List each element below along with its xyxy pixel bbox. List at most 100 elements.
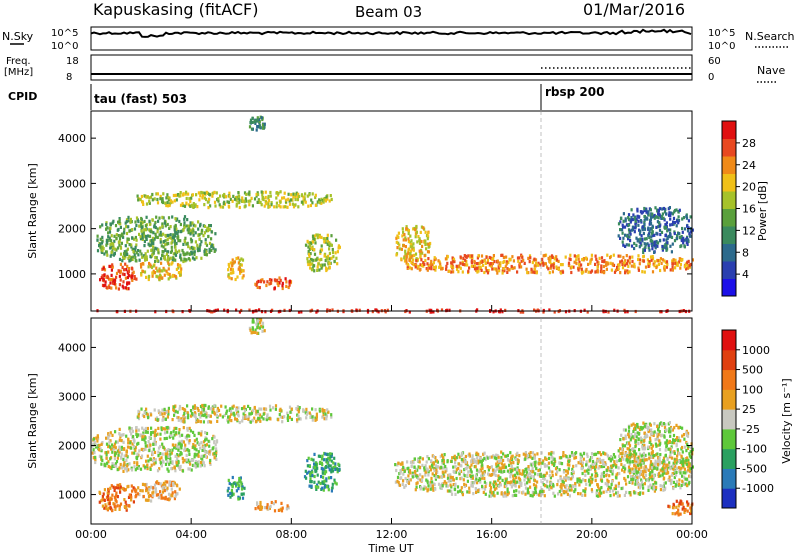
power-cell bbox=[147, 242, 150, 246]
power-cell bbox=[526, 271, 529, 275]
power-cell bbox=[672, 258, 675, 262]
velocity-cell bbox=[285, 507, 288, 511]
velocity-cell bbox=[254, 328, 257, 332]
velocity-cell bbox=[542, 483, 545, 487]
velocity-cell bbox=[460, 464, 463, 468]
velocity-cell bbox=[254, 420, 258, 424]
power-cell bbox=[659, 268, 662, 273]
power-cell bbox=[472, 264, 475, 268]
velocity-cell bbox=[621, 486, 624, 490]
velocity-cell bbox=[96, 435, 99, 439]
velocity-cell bbox=[109, 496, 112, 500]
power-cell bbox=[475, 262, 478, 266]
velocity-cell bbox=[663, 487, 666, 492]
power-cell bbox=[324, 259, 327, 263]
power-cell bbox=[665, 265, 668, 269]
velocity-cell bbox=[101, 504, 104, 508]
power-cell bbox=[637, 268, 640, 272]
power-cell bbox=[202, 234, 205, 238]
power-cell bbox=[410, 267, 413, 271]
power-cell bbox=[261, 123, 265, 127]
power-cell bbox=[99, 242, 102, 246]
power-cell bbox=[433, 266, 436, 270]
velocity-cell bbox=[484, 457, 487, 462]
power-cell bbox=[258, 199, 261, 203]
power-cell bbox=[575, 261, 578, 266]
velocity-cell bbox=[541, 461, 544, 465]
power-cell bbox=[175, 267, 178, 271]
velocity-cell bbox=[444, 470, 447, 474]
velocity-cell bbox=[162, 460, 165, 464]
power-cell bbox=[182, 203, 185, 208]
velocity-cell bbox=[131, 451, 134, 455]
power-cell bbox=[414, 252, 418, 256]
velocity-cell bbox=[507, 491, 510, 495]
power-cell bbox=[686, 266, 690, 270]
power-cell bbox=[140, 216, 143, 221]
power-cell bbox=[116, 310, 119, 314]
velocity-cell bbox=[437, 482, 441, 486]
power-cell bbox=[194, 224, 197, 228]
power-cell bbox=[419, 254, 422, 258]
velocity-cell bbox=[108, 499, 111, 503]
velocity-cell bbox=[556, 470, 559, 474]
power-cell bbox=[553, 257, 556, 261]
velocity-cell bbox=[533, 464, 537, 468]
velocity-cell bbox=[396, 475, 400, 479]
velocity-cell bbox=[652, 483, 655, 487]
power-cell bbox=[320, 244, 323, 248]
power-cell bbox=[172, 193, 175, 198]
power-cell bbox=[141, 255, 144, 259]
power-cell bbox=[125, 225, 128, 229]
power-cell bbox=[605, 267, 608, 271]
velocity-cell bbox=[484, 484, 487, 489]
velocity-cell bbox=[113, 457, 116, 461]
velocity-cell bbox=[145, 486, 148, 490]
beam-title: Beam 03 bbox=[355, 3, 422, 21]
power-cell bbox=[624, 219, 627, 223]
velocity-cell bbox=[229, 410, 233, 414]
power-cell bbox=[182, 242, 185, 246]
velocity-cell bbox=[263, 329, 266, 333]
power-cell bbox=[430, 259, 433, 263]
power-cell bbox=[161, 215, 164, 219]
power-cell bbox=[141, 262, 144, 266]
power-cell bbox=[153, 271, 156, 275]
power-cell bbox=[167, 256, 170, 260]
velocity-cell bbox=[108, 440, 111, 444]
velocity-cell bbox=[423, 485, 426, 489]
velocity-cell bbox=[611, 469, 614, 473]
power-cell bbox=[660, 261, 663, 265]
power-cell bbox=[628, 235, 631, 239]
velocity-cell bbox=[496, 460, 499, 464]
velocity-cell bbox=[494, 482, 498, 486]
velocity-cell bbox=[439, 454, 442, 459]
velocity-cell bbox=[591, 465, 594, 470]
velocity-cell bbox=[527, 478, 530, 482]
velocity-cell bbox=[399, 469, 402, 473]
power-cell bbox=[508, 268, 511, 272]
velocity-cell bbox=[316, 466, 319, 470]
power-cell bbox=[174, 258, 177, 262]
power-cell bbox=[627, 217, 631, 221]
power-cell bbox=[481, 259, 484, 263]
velocity-cell bbox=[649, 483, 652, 487]
velocity-cell bbox=[296, 405, 299, 409]
power-cell bbox=[118, 240, 121, 244]
power-cell bbox=[184, 192, 187, 196]
power-cell bbox=[151, 236, 154, 240]
velocity-cell bbox=[484, 492, 487, 496]
velocity-cell bbox=[155, 493, 158, 497]
power-cell bbox=[267, 205, 270, 209]
power-cell bbox=[102, 266, 105, 270]
velocity-cell bbox=[520, 483, 523, 487]
power-cell bbox=[663, 264, 666, 269]
power-cell bbox=[663, 226, 667, 230]
velocity-cell bbox=[591, 477, 594, 481]
velocity-cell bbox=[305, 407, 308, 411]
power-cell bbox=[328, 262, 331, 266]
power-cell bbox=[110, 234, 113, 238]
power-colorbar-tick: 20 bbox=[742, 181, 756, 194]
velocity-cell bbox=[185, 453, 188, 457]
velocity-cell bbox=[481, 463, 484, 467]
